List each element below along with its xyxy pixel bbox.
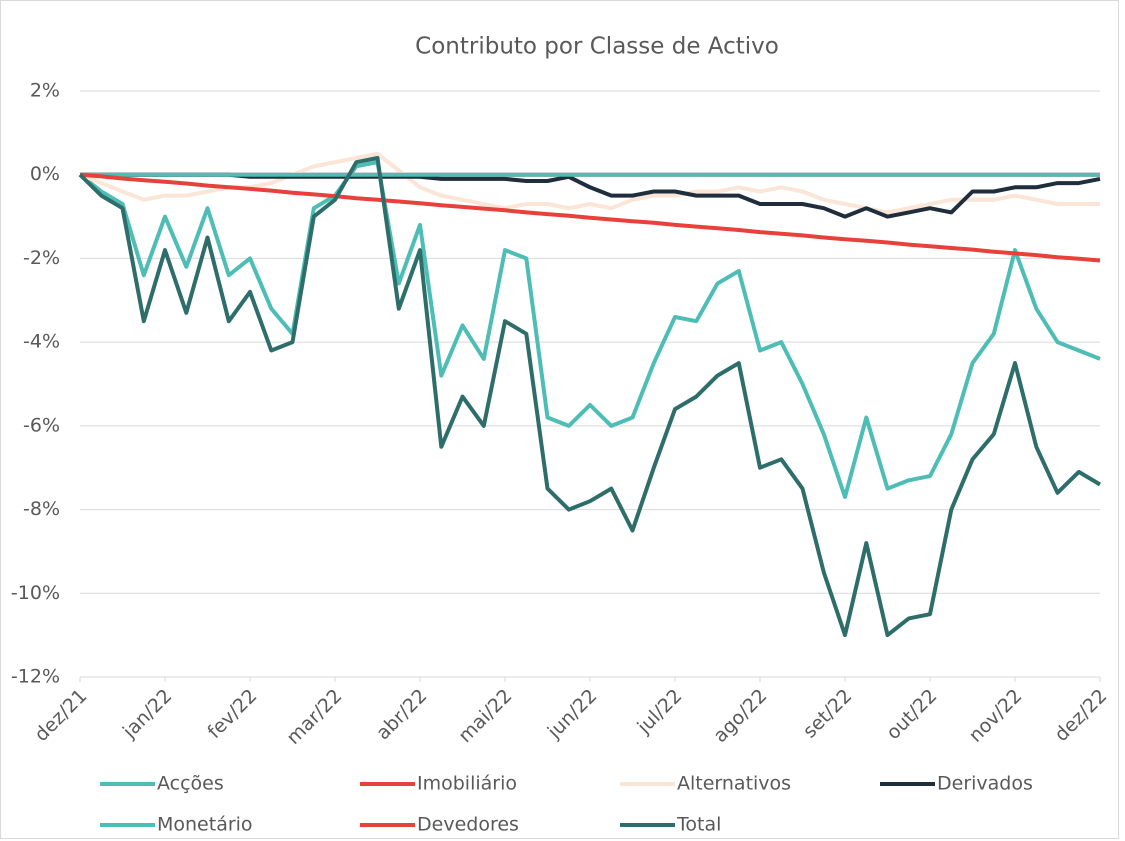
legend-label: Monetário — [157, 814, 253, 836]
series-line — [79, 172, 1101, 263]
y-tick-label: 0% — [30, 163, 60, 185]
chart-title: Contributo por Classe de Activo — [415, 34, 779, 60]
y-tick-label: -12% — [11, 666, 60, 688]
legend-label: Imobiliário — [417, 773, 517, 795]
y-tick-label: -2% — [23, 247, 60, 269]
y-tick-label: -6% — [23, 414, 60, 436]
series-line — [78, 160, 1101, 499]
series-line — [80, 172, 1101, 219]
y-tick-label: -10% — [11, 582, 60, 604]
y-tick-label: -8% — [23, 498, 60, 520]
y-tick-label: 2% — [30, 80, 60, 102]
series-line — [78, 156, 1102, 638]
legend-label: Acções — [157, 773, 224, 795]
legend-label: Devedores — [417, 814, 519, 836]
y-tick-label: -4% — [23, 331, 60, 353]
legend-label: Alternativos — [677, 773, 791, 795]
legend-label: Total — [676, 814, 721, 836]
legend-label: Derivados — [937, 773, 1033, 795]
